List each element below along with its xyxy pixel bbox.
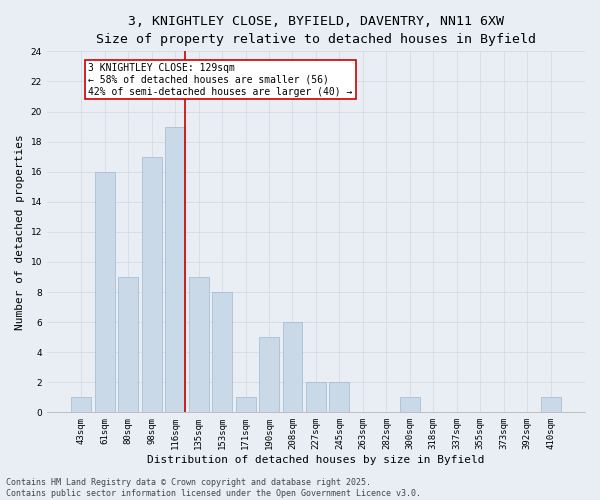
- Text: Contains HM Land Registry data © Crown copyright and database right 2025.
Contai: Contains HM Land Registry data © Crown c…: [6, 478, 421, 498]
- Bar: [212, 292, 232, 412]
- Bar: [95, 172, 115, 412]
- Bar: [329, 382, 349, 412]
- Bar: [188, 277, 209, 412]
- Bar: [71, 398, 91, 412]
- Bar: [306, 382, 326, 412]
- Bar: [541, 398, 560, 412]
- Y-axis label: Number of detached properties: Number of detached properties: [15, 134, 25, 330]
- Bar: [400, 398, 420, 412]
- Bar: [283, 322, 302, 412]
- Bar: [118, 277, 138, 412]
- Bar: [259, 337, 279, 412]
- Bar: [165, 126, 185, 412]
- Title: 3, KNIGHTLEY CLOSE, BYFIELD, DAVENTRY, NN11 6XW
Size of property relative to det: 3, KNIGHTLEY CLOSE, BYFIELD, DAVENTRY, N…: [96, 15, 536, 46]
- Bar: [236, 398, 256, 412]
- Bar: [142, 156, 162, 412]
- Text: 3 KNIGHTLEY CLOSE: 129sqm
← 58% of detached houses are smaller (56)
42% of semi-: 3 KNIGHTLEY CLOSE: 129sqm ← 58% of detac…: [88, 64, 353, 96]
- X-axis label: Distribution of detached houses by size in Byfield: Distribution of detached houses by size …: [147, 455, 485, 465]
